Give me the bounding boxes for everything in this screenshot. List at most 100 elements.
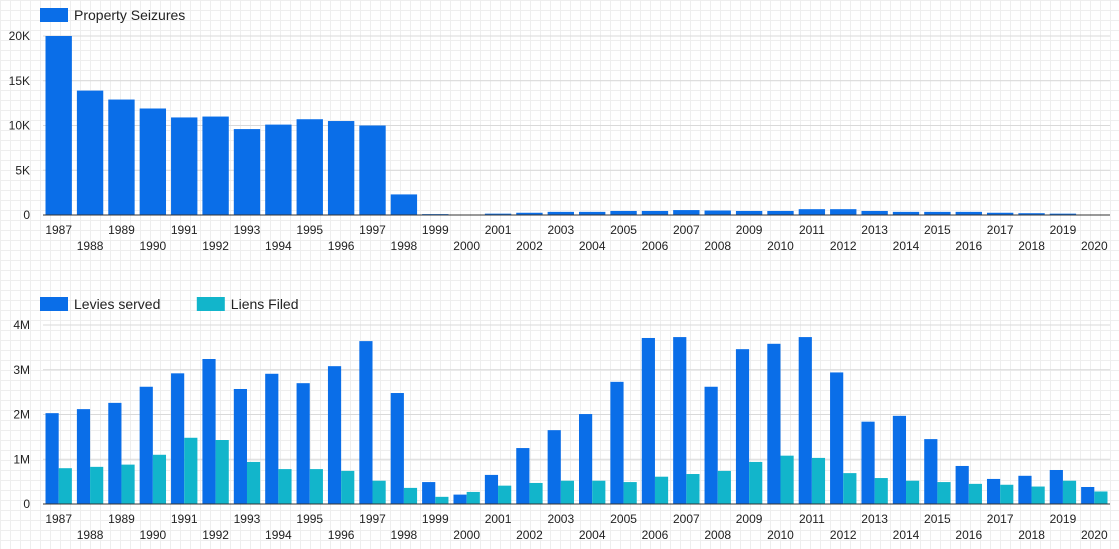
x-tick-label: 1996 (328, 528, 355, 542)
bar-property-seizures (171, 117, 198, 215)
bar-liens-filed (121, 464, 135, 504)
levies-liens-chart: Levies served Liens Filed 0 1M 2M 3M 4M 1987 198… (13, 296, 1110, 542)
bar-levies-served (1081, 486, 1095, 504)
bar-levies-served (579, 414, 593, 504)
x-tick-label: 2005 (610, 512, 637, 526)
bar-levies-served (45, 413, 59, 504)
bar-property-seizures (108, 99, 135, 215)
bar-levies-served (861, 421, 875, 504)
x-tick-label: 2019 (1050, 512, 1077, 526)
x-tick-label: 2019 (1050, 223, 1077, 237)
bar-levies-served (359, 341, 373, 504)
x-tick-label: 2001 (485, 512, 512, 526)
bar-liens-filed (937, 482, 951, 504)
x-tick-label: 2013 (861, 512, 888, 526)
bar-levies-served (265, 373, 279, 504)
x-tick-label: 2018 (1018, 528, 1045, 542)
x-tick-label: 2004 (579, 528, 606, 542)
bar-property-seizures (735, 210, 763, 215)
bar-liens-filed (623, 482, 637, 504)
x-tick-label: 2016 (955, 239, 982, 253)
x-tick-label: 2017 (987, 223, 1014, 237)
x-tick-label: 2007 (673, 223, 700, 237)
bar-levies-served (1018, 475, 1032, 504)
bar-liens-filed (874, 478, 888, 504)
y-tick-label: 0 (23, 497, 30, 511)
bar-levies-served (704, 386, 718, 504)
bar-liens-filed (215, 440, 229, 504)
bar-levies-served (484, 474, 499, 504)
x-tick-label: 1997 (359, 223, 386, 237)
x-tick-label: 1989 (108, 223, 135, 237)
bar-liens-filed (372, 480, 386, 504)
y-tick-label: 2M (13, 408, 30, 422)
bar-levies-served (735, 349, 750, 504)
bar-liens-filed (686, 474, 700, 504)
x-tick-label: 2007 (673, 512, 700, 526)
bar-levies-served (830, 372, 844, 504)
x-tick-label: 2003 (547, 223, 574, 237)
x-tick-label: 2020 (1081, 239, 1108, 253)
bar-property-seizures (547, 211, 574, 215)
bar-property-seizures (767, 210, 794, 215)
bar-liens-filed (906, 480, 920, 504)
bar-levies-served (1049, 469, 1063, 504)
bar-liens-filed (1000, 484, 1014, 504)
bar-liens-filed (498, 485, 512, 504)
bar-levies-served (798, 337, 812, 504)
x-tick-label: 1998 (391, 239, 418, 253)
bar-property-seizures (861, 210, 888, 215)
x-tick-label: 2014 (893, 239, 920, 253)
x-tick-label: 2002 (516, 528, 543, 542)
x-tick-label: 2004 (579, 239, 606, 253)
bar-levies-served (453, 494, 467, 504)
bar-property-seizures (296, 119, 323, 215)
bar-liens-filed (152, 454, 167, 504)
x-tick-label: 1990 (139, 528, 166, 542)
bar-liens-filed (435, 496, 449, 504)
bar-liens-filed (1062, 480, 1077, 504)
bar-property-seizures (892, 211, 920, 215)
bar-levies-served (202, 359, 216, 504)
x-tick-label: 1994 (265, 528, 292, 542)
legend-label: Levies served (74, 296, 160, 312)
x-tick-label: 1988 (77, 528, 104, 542)
x-tick-label: 1996 (328, 239, 355, 253)
y-tick-label: 5K (15, 163, 30, 177)
bar-property-seizures (233, 129, 261, 215)
legend-label: Liens Filed (231, 296, 299, 312)
x-tick-label: 1991 (171, 512, 198, 526)
x-tick-label: 2020 (1081, 528, 1108, 542)
x-tick-label: 2011 (799, 223, 825, 237)
x-tick-label: 2002 (516, 239, 543, 253)
bar-levies-served (233, 388, 247, 504)
bar-property-seizures (1049, 213, 1077, 215)
bar-liens-filed (592, 480, 606, 504)
bar-levies-served (422, 482, 436, 504)
bar-levies-served (641, 337, 655, 504)
bar-liens-filed (560, 480, 574, 504)
bar-property-seizures (955, 211, 982, 215)
bar-property-seizures (516, 212, 543, 215)
y-tick-label: 4M (13, 318, 30, 332)
bar-liens-filed (184, 437, 198, 504)
x-tick-label: 2009 (736, 223, 763, 237)
x-tick-label: 1999 (422, 223, 449, 237)
x-tick-label: 2018 (1018, 239, 1045, 253)
x-tick-label: 2009 (736, 512, 763, 526)
y-tick-label: 15K (9, 74, 30, 88)
bar-liens-filed (246, 461, 261, 504)
x-tick-label: 1991 (171, 223, 198, 237)
bar-liens-filed (341, 470, 355, 504)
bar-property-seizures (202, 116, 229, 215)
bar-property-seizures (265, 124, 292, 215)
bar-levies-served (327, 366, 342, 504)
x-tick-label: 2006 (642, 239, 669, 253)
x-tick-label: 2001 (485, 223, 512, 237)
bar-property-seizures (484, 213, 512, 215)
bar-property-seizures (830, 209, 857, 215)
bar-liens-filed (1031, 486, 1045, 504)
bar-property-seizures (390, 194, 418, 215)
x-tick-label: 2014 (893, 528, 920, 542)
x-tick-label: 1992 (202, 528, 229, 542)
